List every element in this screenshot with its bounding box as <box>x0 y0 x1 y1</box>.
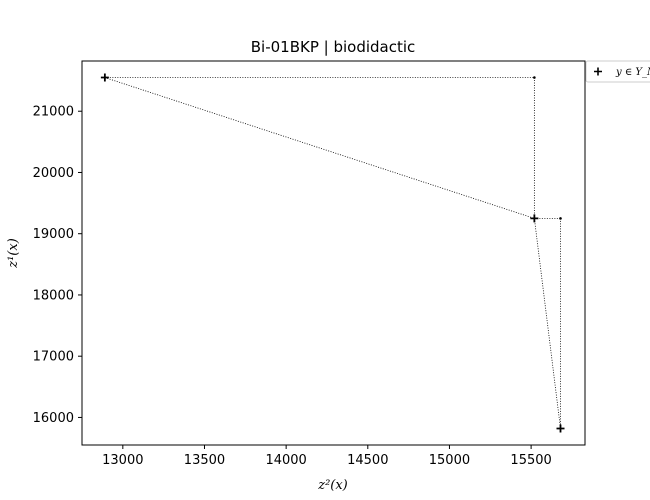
y-tick-label: 16000 <box>33 411 74 426</box>
plot-frame <box>81 60 586 446</box>
data-point-marker <box>530 214 539 223</box>
nadir-point <box>533 76 536 79</box>
x-tick-label: 13000 <box>102 453 143 468</box>
x-axis-label: z²(x) <box>317 478 348 493</box>
x-tick-label: 13500 <box>184 453 225 468</box>
y-tick-label: 17000 <box>33 350 74 365</box>
x-tick-label: 15500 <box>510 453 551 468</box>
data-point-marker <box>100 73 109 82</box>
legend: y ∈ Y_N <box>585 60 650 83</box>
nadir-point <box>559 217 562 220</box>
y-tick-label: 18000 <box>33 288 74 303</box>
chart-title: Bi-01BKP | biodidactic <box>251 38 416 56</box>
x-tick-label: 14000 <box>265 453 306 468</box>
x-tick-label: 14500 <box>347 453 388 468</box>
y-tick-label: 19000 <box>33 227 74 242</box>
y-tick-label: 21000 <box>33 105 74 120</box>
x-tick-label: 15000 <box>429 453 470 468</box>
legend-label: y ∈ Y_N <box>615 67 650 78</box>
y-tick-label: 20000 <box>33 166 74 181</box>
dotted-connector <box>533 218 561 429</box>
plot-area <box>100 73 565 433</box>
dotted-connector <box>104 77 535 219</box>
y-axis-label: z¹(x) <box>6 238 21 269</box>
x-axis: 13000 13500 14000 14500 15000 15500 <box>102 445 552 468</box>
legend-marker <box>594 67 602 76</box>
data-point-marker <box>556 424 565 433</box>
y-axis: 16000 17000 18000 19000 20000 21000 <box>33 105 82 426</box>
legend-box <box>585 60 650 83</box>
